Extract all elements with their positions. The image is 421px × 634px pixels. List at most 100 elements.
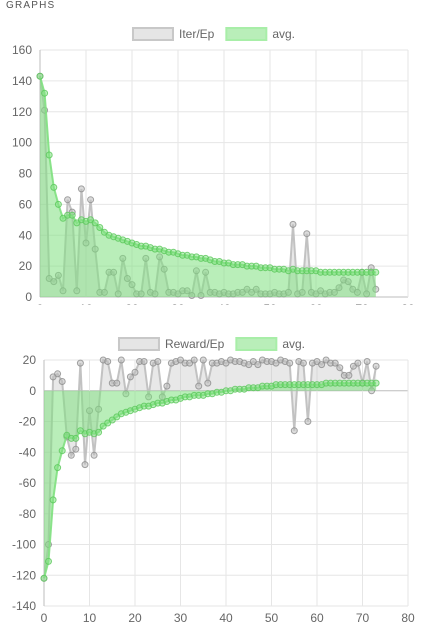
grid (39, 49, 409, 298)
data-point (40, 574, 48, 582)
legend-swatch (225, 27, 268, 41)
legend: Iter/Ep avg. (131, 27, 295, 41)
iter-per-episode-chart: 0 20 40 60 80 100 120 140 160 0 10 20 30 40 50 60 70 80 It… (12, 27, 415, 305)
data-point (304, 418, 312, 425)
data-point (372, 268, 380, 276)
y-tick-label: -140 (12, 599, 36, 613)
data-point (199, 356, 207, 364)
data-point (49, 496, 57, 504)
data-point (87, 196, 95, 204)
x-tick-label: 10 (83, 611, 97, 625)
y-tick-label: 160 (12, 43, 32, 57)
data-point (104, 358, 112, 365)
data-point (54, 464, 62, 472)
x-tick-label: 50 (263, 302, 277, 305)
data-point (91, 219, 99, 227)
x-tick-label: 80 (401, 302, 415, 305)
x-tick-label: 50 (265, 611, 279, 625)
y-tick-label: -20 (19, 415, 37, 429)
data-point (154, 358, 162, 365)
y-tick-label: 20 (19, 259, 33, 273)
y-tick-label: -120 (12, 568, 36, 582)
series-area (40, 76, 376, 297)
x-tick-label: 60 (310, 611, 324, 625)
x-tick-label: 70 (355, 302, 369, 305)
data-point (363, 358, 371, 365)
y-tick-label: 100 (12, 136, 32, 150)
data-point (67, 451, 75, 459)
legend-swatch (117, 337, 160, 351)
x-tick-label: 80 (401, 611, 415, 625)
data-point (299, 359, 307, 367)
y-tick-label: 40 (19, 228, 33, 242)
data-point (77, 185, 85, 193)
data-point (45, 557, 52, 565)
legend-label: avg. (272, 27, 295, 41)
data-point (372, 379, 380, 387)
y-tick-label: 120 (12, 105, 32, 119)
data-point (204, 379, 212, 387)
data-point (113, 379, 121, 387)
legend-swatch (235, 337, 278, 351)
legend: Reward/Ep avg. (117, 337, 305, 351)
data-point (72, 434, 80, 442)
y-tick-label: 140 (12, 74, 32, 88)
y-tick-label: 20 (23, 353, 37, 367)
data-point (318, 361, 326, 369)
data-point (45, 151, 53, 159)
data-point (68, 211, 76, 219)
x-tick-label: 10 (79, 302, 93, 305)
reward-per-episode-chart: -140 -120 -100 -80 -60 -40 -20 0 20 0 10 20 30 40 50 60… (12, 337, 415, 625)
data-point (64, 196, 72, 204)
data-point (81, 461, 89, 469)
data-point (58, 447, 66, 455)
x-tick-label: 20 (128, 611, 142, 625)
data-point (254, 361, 262, 369)
x-tick-label: 0 (37, 302, 44, 305)
legend-label: Reward/Ep (165, 337, 225, 351)
data-point (163, 382, 171, 390)
data-point (195, 382, 203, 390)
legend-label: Iter/Ep (179, 27, 215, 41)
y-tick-label: 60 (19, 197, 33, 211)
data-point (131, 368, 139, 376)
data-point (336, 364, 344, 372)
data-point (286, 359, 294, 367)
x-tick-label: 20 (125, 302, 139, 305)
data-point (331, 359, 339, 367)
data-point (96, 224, 104, 231)
data-point (72, 445, 80, 453)
data-point (95, 428, 103, 436)
x-tick-label: 40 (217, 302, 231, 305)
x-tick-label: 30 (174, 611, 188, 625)
graphs-header: GRAPHS (6, 0, 56, 11)
series-area (44, 383, 377, 579)
data-point (58, 378, 66, 385)
legend-label: avg. (282, 337, 305, 351)
data-point (50, 183, 58, 191)
series-1 (40, 379, 380, 582)
data-point (354, 359, 362, 367)
y-tick-label: 0 (29, 384, 36, 398)
data-point (289, 220, 297, 228)
data-point (303, 230, 311, 238)
y-tick-label: -80 (19, 507, 37, 521)
data-point (126, 373, 134, 381)
data-point (140, 358, 148, 365)
y-tick-label: 80 (19, 167, 33, 181)
y-tick-label: -40 (19, 445, 37, 459)
y-tick-label: 0 (25, 290, 32, 304)
data-point (36, 72, 44, 80)
x-tick-label: 60 (309, 302, 323, 305)
x-tick-label: 30 (171, 302, 185, 305)
data-point (41, 89, 49, 97)
x-tick-label: 40 (219, 611, 233, 625)
y-tick-label: -100 (12, 538, 36, 552)
data-point (345, 371, 353, 379)
data-point (117, 356, 125, 364)
x-tick-label: 0 (41, 611, 48, 625)
data-point (90, 451, 98, 459)
x-tick-label: 70 (356, 611, 370, 625)
series-1 (36, 72, 380, 297)
data-point (190, 356, 198, 364)
